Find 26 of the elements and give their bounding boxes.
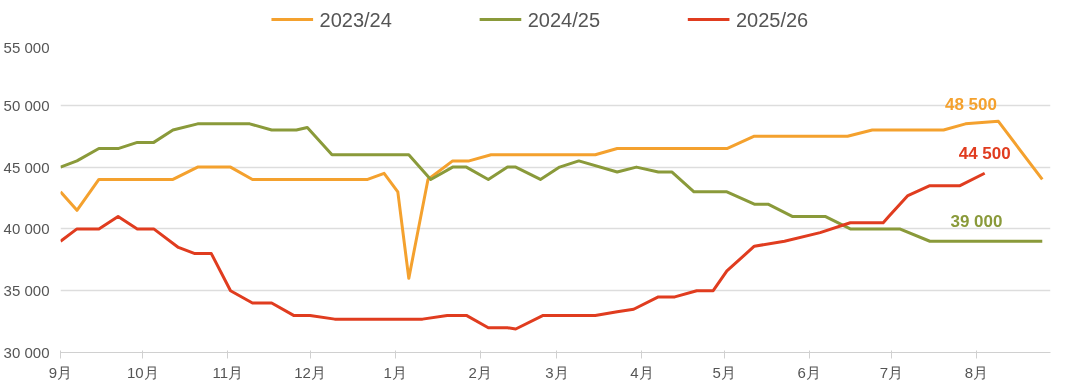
x-tick-label: 4月 [630,363,654,381]
annotation: 44 500 [958,144,1011,164]
x-tick-label: 8月 [964,363,989,381]
annotation: 48 500 [944,94,997,114]
y-tick-label: 50 000 [3,96,50,114]
legend-label: 2025/26 [735,8,809,31]
x-tick-label: 2月 [468,363,492,381]
x-tick-label: 12月 [294,363,326,381]
y-tick-label: 45 000 [3,158,50,176]
y-tick-label: 55 000 [3,38,50,56]
legend-label: 2023/24 [319,8,392,31]
x-tick-label: 9月 [48,363,73,381]
x-tick-label: 7月 [879,363,904,381]
x-tick-label: 3月 [545,363,569,381]
y-tick-label: 35 000 [3,282,50,300]
line-series [60,122,1044,243]
annotation: 39 000 [950,212,1003,232]
y-tick-label: 40 000 [3,220,50,238]
legend-label: 2024/25 [527,8,601,31]
x-tick-label: 10月 [126,363,159,381]
line-series [60,119,1044,280]
x-tick-label: 11月 [212,363,244,381]
y-tick-label: 30 000 [3,344,50,361]
x-tick-label: 6月 [797,363,821,381]
x-tick-label: 5月 [712,363,736,381]
x-tick-label: 1月 [383,363,407,381]
